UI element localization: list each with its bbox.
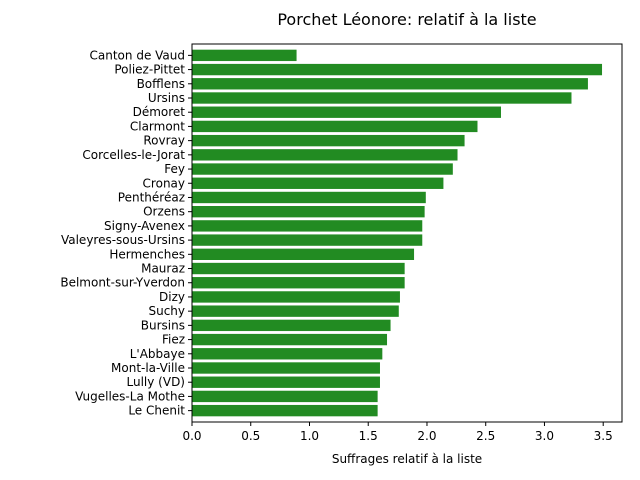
y-tick-label-9: Cronay (143, 176, 185, 190)
y-tick-label-23: Lully (VD) (127, 375, 185, 389)
bar-15 (192, 262, 405, 275)
bar-8 (192, 163, 453, 175)
x-axis: 0.0 0.5 1.0 1.5 2.0 2.5 3.0 3.5 (182, 422, 613, 443)
y-tick-labels: Canton de VaudPoliez-PittetBofflensUrsin… (60, 48, 192, 418)
y-tick-label-1: Poliez-Pittet (114, 63, 185, 77)
bar-16 (192, 277, 405, 289)
y-tick-label-11: Orzens (143, 205, 185, 219)
bar-17 (192, 291, 400, 303)
bar-23 (192, 376, 380, 388)
y-tick-label-8: Fey (164, 162, 185, 176)
bar-9 (192, 177, 444, 189)
bar-13 (192, 234, 423, 246)
y-tick-label-15: Mauraz (141, 262, 185, 276)
bar-24 (192, 390, 378, 403)
bar-1 (192, 63, 603, 76)
x-tick-label-1: 0.5 (241, 429, 260, 443)
y-tick-label-7: Corcelles-le-Jorat (82, 148, 185, 162)
bar-14 (192, 248, 415, 260)
bar-18 (192, 305, 399, 317)
y-tick-label-13: Valeyres-sous-Ursins (61, 233, 185, 247)
x-tick-label-4: 2.0 (417, 429, 436, 443)
bar-20 (192, 333, 388, 346)
bar-22 (192, 362, 380, 374)
y-tick-label-6: Rovray (143, 134, 185, 148)
plot-frame (191, 43, 623, 423)
y-tick-label-22: Mont-la-Ville (111, 361, 185, 375)
y-tick-label-25: Le Chenit (128, 404, 185, 418)
bars-group (192, 49, 603, 417)
bar-19 (192, 319, 391, 332)
y-tick-label-18: Suchy (148, 304, 185, 318)
y-tick-label-2: Bofflens (137, 77, 185, 91)
y-tick-label-10: Penthéréaz (118, 190, 185, 204)
x-tick-label-5: 2.5 (476, 429, 495, 443)
bar-25 (192, 404, 378, 417)
y-tick-label-17: Dizy (159, 290, 185, 304)
y-tick-label-4: Démoret (133, 105, 186, 119)
x-axis-label: Suffrages relatif à la liste (332, 452, 482, 466)
y-tick-label-21: L'Abbaye (130, 347, 185, 361)
y-tick-label-24: Vugelles-La Mothe (75, 389, 185, 403)
bar-12 (192, 220, 423, 232)
x-tick-label-7: 3.5 (594, 429, 613, 443)
x-tick-label-2: 1.0 (300, 429, 319, 443)
x-tick-label-6: 3.0 (535, 429, 554, 443)
bar-21 (192, 348, 383, 360)
bar-3 (192, 92, 572, 104)
chart-title: Porchet Léonore: relatif à la liste (277, 10, 536, 29)
y-tick-label-0: Canton de Vaud (90, 48, 185, 62)
x-tick-label-3: 1.5 (359, 429, 378, 443)
bar-0 (192, 49, 297, 62)
y-tick-label-3: Ursins (148, 91, 185, 105)
bar-10 (192, 191, 426, 204)
bar-4 (192, 106, 501, 118)
y-tick-label-14: Hermenches (109, 247, 185, 261)
bar-2 (192, 78, 588, 90)
bar-7 (192, 149, 458, 161)
y-tick-label-5: Clarmont (130, 119, 185, 133)
y-tick-label-20: Fiez (162, 333, 185, 347)
bar-5 (192, 120, 478, 133)
y-tick-label-12: Signy-Avenex (104, 219, 185, 233)
bar-6 (192, 134, 465, 147)
bar-11 (192, 206, 425, 218)
y-tick-label-19: Bursins (141, 318, 185, 332)
x-tick-label-0: 0.0 (182, 429, 201, 443)
y-tick-label-16: Belmont-sur-Yverdon (60, 276, 185, 290)
